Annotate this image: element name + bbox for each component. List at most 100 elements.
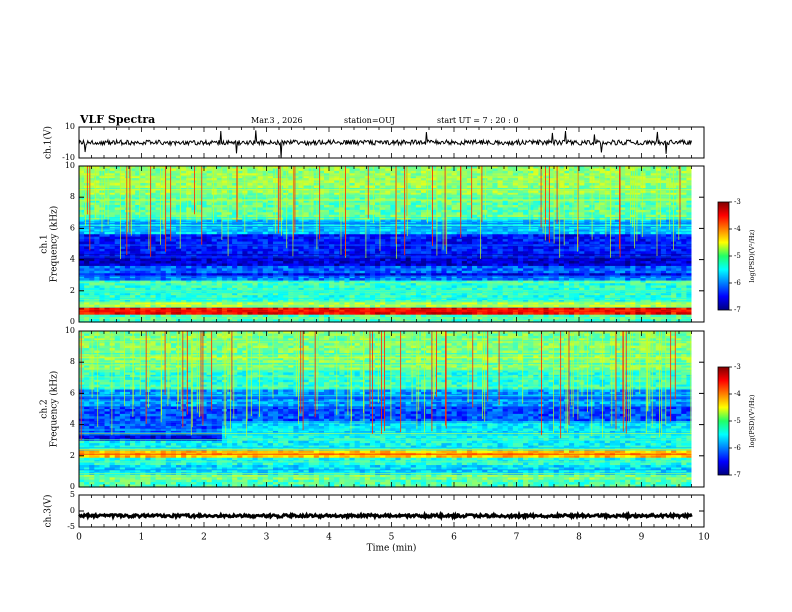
spectrogram-cell [420, 229, 427, 233]
spectrogram-cell [441, 251, 448, 255]
spectrogram-cell [431, 170, 437, 174]
spectrogram-cell [344, 168, 351, 172]
spectrogram-cell [359, 229, 366, 233]
spectrogram-cell [298, 248, 305, 252]
spectrogram-cell [660, 197, 667, 201]
spectrogram-cell [671, 190, 677, 194]
spectrogram-cell [186, 207, 192, 211]
spectrogram-cell [390, 229, 397, 233]
spectrogram-cell [380, 219, 386, 223]
spectrogram-cell [303, 236, 310, 240]
spectrogram-cell [477, 234, 483, 238]
spectrogram-cell [528, 253, 534, 257]
spectrogram-cell [594, 263, 601, 267]
spectrogram-cell [201, 190, 208, 194]
spectrogram-cell [329, 192, 335, 196]
spectrogram-cell [686, 190, 693, 194]
spectrogram-cell [380, 214, 386, 218]
spectrogram-cell [523, 173, 529, 177]
spectrogram-cell [329, 229, 335, 233]
spectrogram-cell [242, 236, 249, 240]
spectrogram-cell [216, 200, 223, 204]
spectrogram-cell [206, 205, 213, 209]
spectrogram-cell [543, 261, 550, 265]
spectrogram-cell [589, 246, 596, 250]
spectrogram-cell [155, 256, 162, 260]
spectrogram-cell [288, 170, 294, 174]
spectrogram-cell [665, 175, 672, 179]
spectrogram-cell [482, 219, 488, 223]
spectrogram-cell [155, 239, 162, 243]
spectrogram-cell [145, 185, 152, 189]
spectrogram-cell [283, 246, 289, 250]
spectrogram-cell [114, 251, 121, 255]
spectrogram-cell [359, 217, 366, 221]
spectrogram-cell [614, 219, 621, 223]
spectrogram-cell [558, 217, 565, 221]
spectrogram-cell [288, 175, 294, 179]
spectrogram-cell [436, 258, 442, 262]
spectrogram-cell [574, 166, 580, 170]
spectrogram-cell [614, 202, 621, 206]
spectrogram-cell [303, 253, 310, 257]
spectrogram-cell [415, 251, 422, 255]
spectrogram-cell [278, 231, 284, 235]
spectrogram-cell [584, 168, 591, 172]
spectrogram-cell [456, 229, 463, 233]
spectrogram-cell [257, 253, 264, 257]
spectrogram-cell [84, 219, 90, 223]
spectrogram-cell [446, 234, 453, 238]
spectrogram-cell [186, 253, 192, 257]
spectrogram-cell [267, 170, 274, 174]
spectrogram-cell [293, 217, 300, 221]
spectrogram-cell [594, 205, 601, 209]
spectrogram-cell [221, 185, 228, 189]
spectrogram-cell [543, 200, 550, 204]
spectrogram-cell [375, 200, 381, 204]
spectrogram-cell [232, 207, 238, 211]
spectrogram-cell [298, 236, 305, 240]
spectrogram-cell [466, 185, 473, 189]
spectrogram-cell [390, 202, 397, 206]
spectrogram-cell [538, 229, 545, 233]
spectrogram-cell [466, 261, 473, 265]
spectrogram-cell [257, 219, 264, 223]
spectrogram-cell [329, 185, 335, 189]
spectrogram-cell [84, 256, 90, 260]
spectrogram-cell [329, 212, 335, 216]
spectrogram-cell [206, 192, 213, 196]
spectrogram-cell [640, 197, 647, 201]
spectrogram-cell [681, 170, 687, 174]
spectrogram-cell [155, 212, 162, 216]
spectrogram-cell [211, 175, 218, 179]
spectrogram-cell [487, 209, 494, 213]
spectrogram-cell [426, 219, 432, 223]
spectrogram-cell [237, 251, 243, 255]
spectrogram-cell [124, 239, 131, 243]
spectrogram-cell [655, 185, 662, 189]
spectrogram-cell [329, 166, 335, 170]
spectrogram-cell [579, 229, 585, 233]
spectrogram-cell [84, 251, 90, 255]
spectrogram-cell [415, 205, 422, 209]
spectrogram-cell [216, 258, 223, 262]
spectrogram-cell [671, 251, 677, 255]
spectrogram-cell [364, 205, 371, 209]
spectrogram-cell [492, 219, 499, 223]
spectrogram-cell [150, 168, 157, 172]
spectrogram-cell [420, 212, 427, 216]
spectrogram-cell [523, 202, 529, 206]
spectrogram-cell [655, 256, 662, 260]
spectrogram-cell [665, 214, 672, 218]
spectrogram-cell [283, 263, 289, 267]
spectrogram-cell [553, 183, 560, 187]
spectrogram-cell [247, 166, 254, 170]
spectrogram-cell [364, 265, 371, 269]
spectrogram-cell [272, 248, 279, 252]
spectrogram-cell [472, 192, 478, 196]
spectrogram-cell [160, 261, 167, 265]
spectrogram-cell [594, 166, 601, 170]
spectrogram-cell [517, 166, 524, 170]
spectrogram-cell [620, 202, 626, 206]
spectrogram-cell [497, 207, 504, 211]
